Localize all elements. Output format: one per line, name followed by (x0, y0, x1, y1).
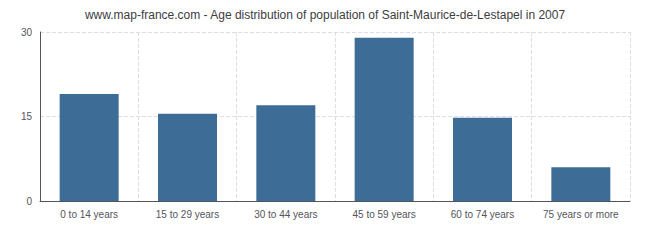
svg-text:75 years or more: 75 years or more (543, 209, 619, 220)
svg-text:30 to 44 years: 30 to 44 years (254, 209, 317, 220)
svg-text:60 to 74 years: 60 to 74 years (451, 209, 514, 220)
svg-text:0 to 14 years: 0 to 14 years (60, 209, 118, 220)
svg-text:45 to 59 years: 45 to 59 years (352, 209, 415, 220)
svg-text:15: 15 (21, 111, 33, 122)
svg-text:30: 30 (21, 27, 33, 38)
svg-text:15 to 29 years: 15 to 29 years (156, 209, 219, 220)
svg-text:0: 0 (26, 196, 32, 207)
svg-text:www.map-france.com - Age distr: www.map-france.com - Age distribution of… (84, 8, 566, 22)
